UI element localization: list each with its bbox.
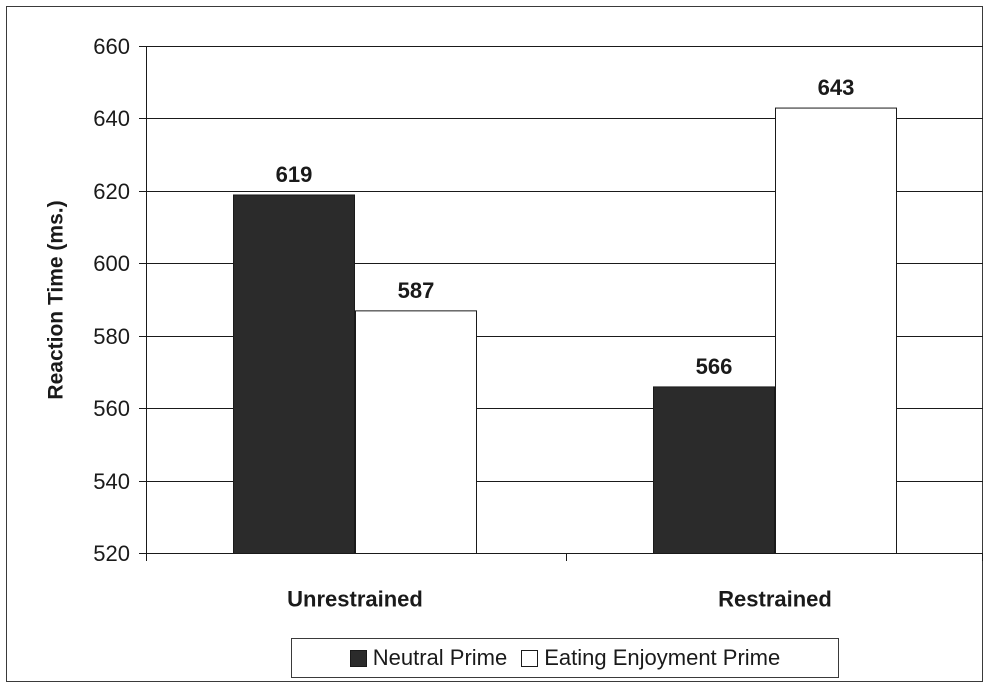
x-category-label: Unrestrained	[287, 587, 423, 612]
bar-eating-enjoyment-prime-restrained	[775, 107, 897, 554]
legend: Neutral Prime Eating Enjoyment Prime	[291, 638, 839, 678]
y-tick-label: 580	[93, 324, 130, 349]
bars	[233, 107, 897, 554]
data-label: 587	[398, 278, 435, 303]
legend-label-eating-enjoyment-prime: Eating Enjoyment Prime	[544, 645, 781, 670]
data-label: 643	[818, 75, 855, 100]
x-category-label: Restrained	[718, 587, 832, 612]
legend-swatch-eating-enjoyment-prime	[521, 649, 539, 667]
legend-item-eating-enjoyment-prime: Eating Enjoyment Prime	[521, 645, 780, 671]
legend-item-neutral-prime: Neutral Prime	[349, 645, 508, 671]
y-axis-title: Reaction Time (ms.)	[45, 200, 68, 399]
bar-neutral-prime-restrained	[653, 386, 775, 554]
data-label: 619	[276, 162, 313, 187]
y-tick-label: 540	[93, 469, 130, 494]
bar-eating-enjoyment-prime-unrestrained	[355, 310, 477, 554]
y-tick-label: 620	[93, 179, 130, 204]
legend-swatch-neutral-prime	[349, 649, 367, 667]
legend-label-neutral-prime: Neutral Prime	[372, 645, 508, 670]
axes	[139, 46, 983, 561]
y-tick-label: 600	[93, 251, 130, 276]
labels: 520 540 560 580 600 620 640 660 619 566 587 643 Unre…	[93, 34, 854, 612]
bar-neutral-prime-unrestrained	[233, 194, 355, 554]
y-tick-label: 520	[93, 541, 130, 566]
y-tick-label: 560	[93, 396, 130, 421]
data-label: 566	[696, 354, 733, 379]
y-tick-label: 660	[93, 34, 130, 59]
y-tick-label: 640	[93, 106, 130, 131]
